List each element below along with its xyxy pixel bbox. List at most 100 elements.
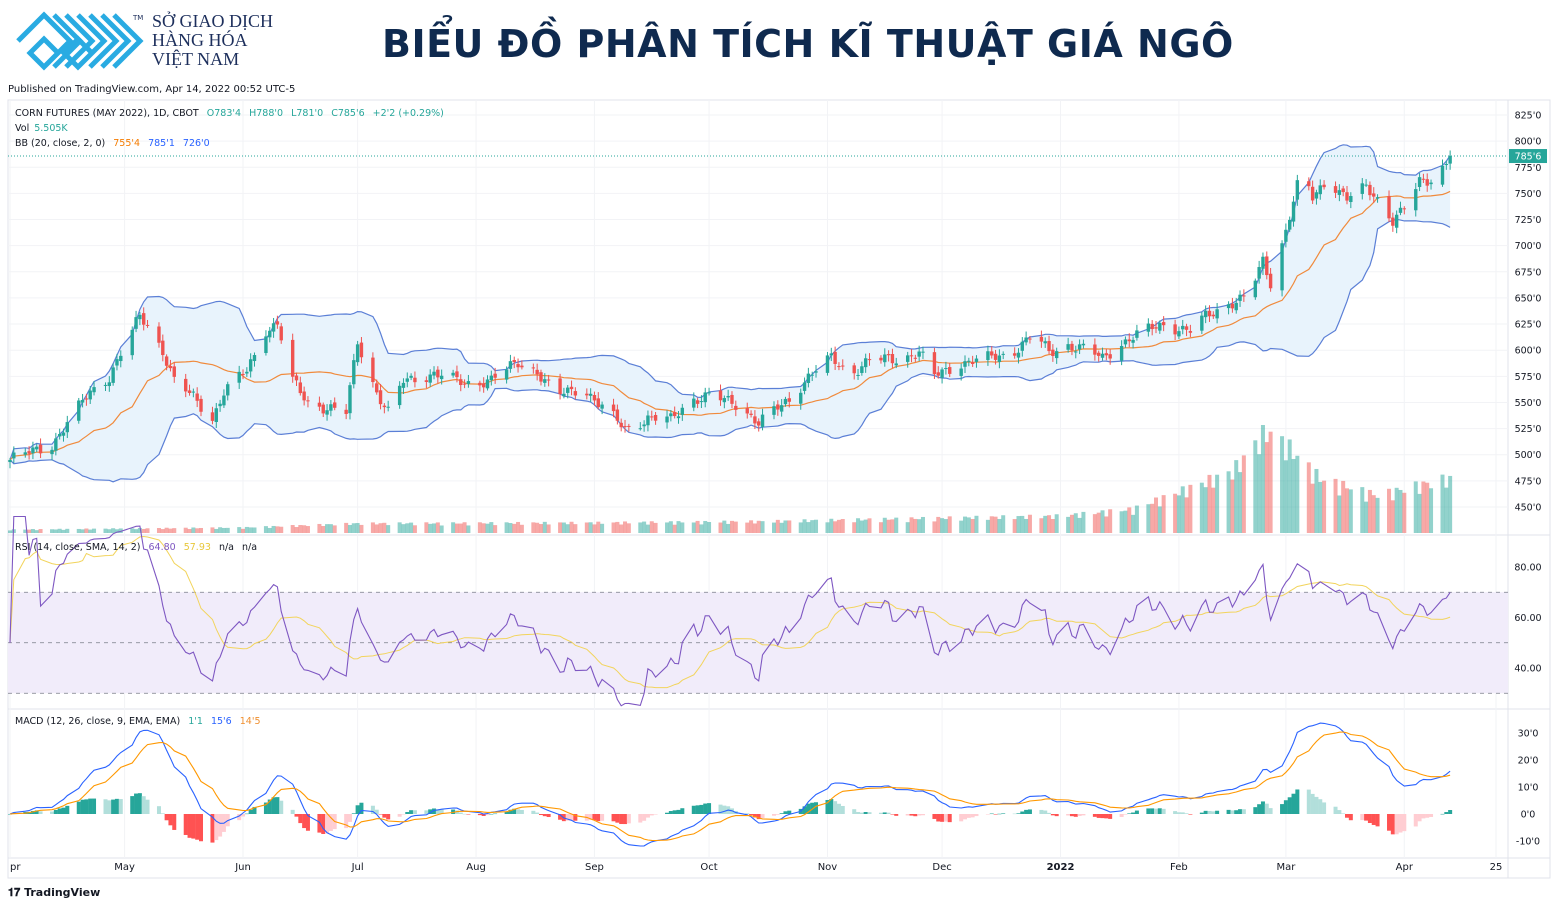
candle — [1077, 339, 1082, 355]
macd-histogram-bar — [248, 809, 253, 814]
candle-body — [787, 398, 791, 402]
bb-legend: BB (20, close, 2, 0) 755'4 785'1 726'0 — [15, 138, 215, 149]
volume-bar — [1119, 511, 1124, 533]
candle — [306, 396, 310, 408]
candle — [997, 349, 1002, 369]
candle-body — [1012, 353, 1017, 356]
macd-histogram-bar — [775, 814, 780, 815]
macd-histogram-bar — [1398, 814, 1403, 833]
volume-bar — [1402, 492, 1407, 533]
volume-bar — [573, 524, 578, 533]
macd-histogram-bar — [619, 814, 624, 825]
volume-bar — [237, 527, 242, 533]
candle-body — [92, 387, 96, 393]
macd-histogram-bar — [1230, 810, 1235, 814]
candle-body — [562, 393, 566, 397]
candle-body — [1375, 197, 1380, 199]
volume-bar — [546, 524, 551, 533]
macd-histogram-bar — [665, 812, 670, 814]
macd-histogram-bar — [1421, 814, 1426, 819]
candle-body — [906, 355, 910, 362]
macd-histogram-bar — [882, 812, 887, 814]
candle — [241, 369, 245, 380]
macd-histogram-bar — [1123, 814, 1128, 815]
macd-histogram-bar — [1310, 793, 1315, 814]
macd-histogram-bar — [187, 814, 192, 838]
macd-signal-line — [9, 731, 1451, 842]
candle-body — [23, 452, 27, 455]
macd-tick-label: 30'0 — [1518, 729, 1539, 740]
macd-histogram-bar — [1146, 808, 1151, 814]
volume-bar — [825, 522, 830, 533]
macd-histogram-bar — [351, 813, 356, 814]
candle — [1375, 194, 1380, 203]
tradingview-brand[interactable]: 𝟏𝟕 TradingView — [8, 886, 100, 900]
volume-bar — [187, 529, 192, 533]
candle — [722, 395, 727, 409]
volume-bar — [397, 522, 402, 533]
volume-bar — [802, 519, 807, 533]
candle — [1444, 160, 1449, 170]
macd-histogram-bar — [1306, 789, 1311, 814]
volume-bar — [481, 523, 486, 533]
macd-histogram-bar — [53, 809, 58, 814]
candle — [31, 441, 35, 460]
candle — [936, 366, 940, 379]
volume-bar — [199, 527, 203, 533]
volume-bar — [302, 525, 307, 533]
candle-body — [187, 390, 192, 393]
candle-body — [990, 351, 994, 356]
price-tick-label: 550'0 — [1515, 398, 1542, 409]
volume-bar — [405, 523, 410, 533]
candle — [35, 443, 39, 453]
volume-bar — [1104, 516, 1109, 533]
candle — [1448, 150, 1452, 170]
price-legend: CORN FUTURES (MAY 2022), 1D, CBOT O783'4… — [15, 108, 449, 119]
candle — [1337, 184, 1342, 202]
macd-histogram-bar — [1348, 814, 1353, 821]
macd-histogram-bar — [1375, 814, 1380, 827]
price-tick-label: 450'0 — [1515, 502, 1542, 513]
macd-histogram-bar — [118, 799, 123, 814]
candle-body — [760, 414, 765, 427]
macd-histogram-bar — [756, 814, 761, 820]
candle-body — [1158, 322, 1162, 331]
candle-body — [107, 382, 112, 387]
rsi-ma-value: 57.93 — [183, 542, 211, 553]
macd-histogram-bar — [1253, 807, 1258, 814]
candle-body — [585, 393, 589, 396]
candle-body — [1123, 339, 1128, 345]
candle — [814, 365, 818, 378]
candle — [77, 397, 81, 424]
candle-body — [539, 372, 543, 382]
candle-body — [653, 414, 658, 421]
candle-body — [948, 367, 952, 374]
candle-body — [1230, 303, 1235, 309]
volume-bar — [890, 519, 895, 533]
volume-bar — [34, 530, 39, 533]
time-tick-label: 25 — [1490, 862, 1503, 873]
volume-bar — [38, 529, 43, 533]
candle — [856, 368, 860, 380]
macd-histogram-bar — [691, 805, 696, 814]
candle-body — [1322, 184, 1326, 188]
volume-bar — [840, 519, 845, 533]
candle — [772, 401, 776, 420]
macd-histogram-bar — [1425, 814, 1430, 818]
macd-histogram-bar — [137, 793, 142, 814]
volume-bar — [1398, 489, 1403, 533]
candle — [1177, 326, 1181, 340]
candle-body — [1280, 243, 1284, 291]
macd-histogram-bar — [50, 811, 55, 814]
macd-histogram-bar — [374, 809, 379, 814]
candle — [1391, 212, 1395, 232]
macd-histogram-bar — [1188, 814, 1193, 815]
page-title: BIỂU ĐỒ PHÂN TÍCH KĨ THUẬT GIÁ NGÔ — [382, 22, 1234, 66]
candle-body — [841, 365, 845, 367]
candle — [145, 319, 150, 328]
macd-histogram-bar — [806, 803, 811, 814]
macd-histogram-bar — [959, 814, 964, 822]
volume-bar — [745, 522, 750, 533]
candle — [1188, 324, 1193, 338]
